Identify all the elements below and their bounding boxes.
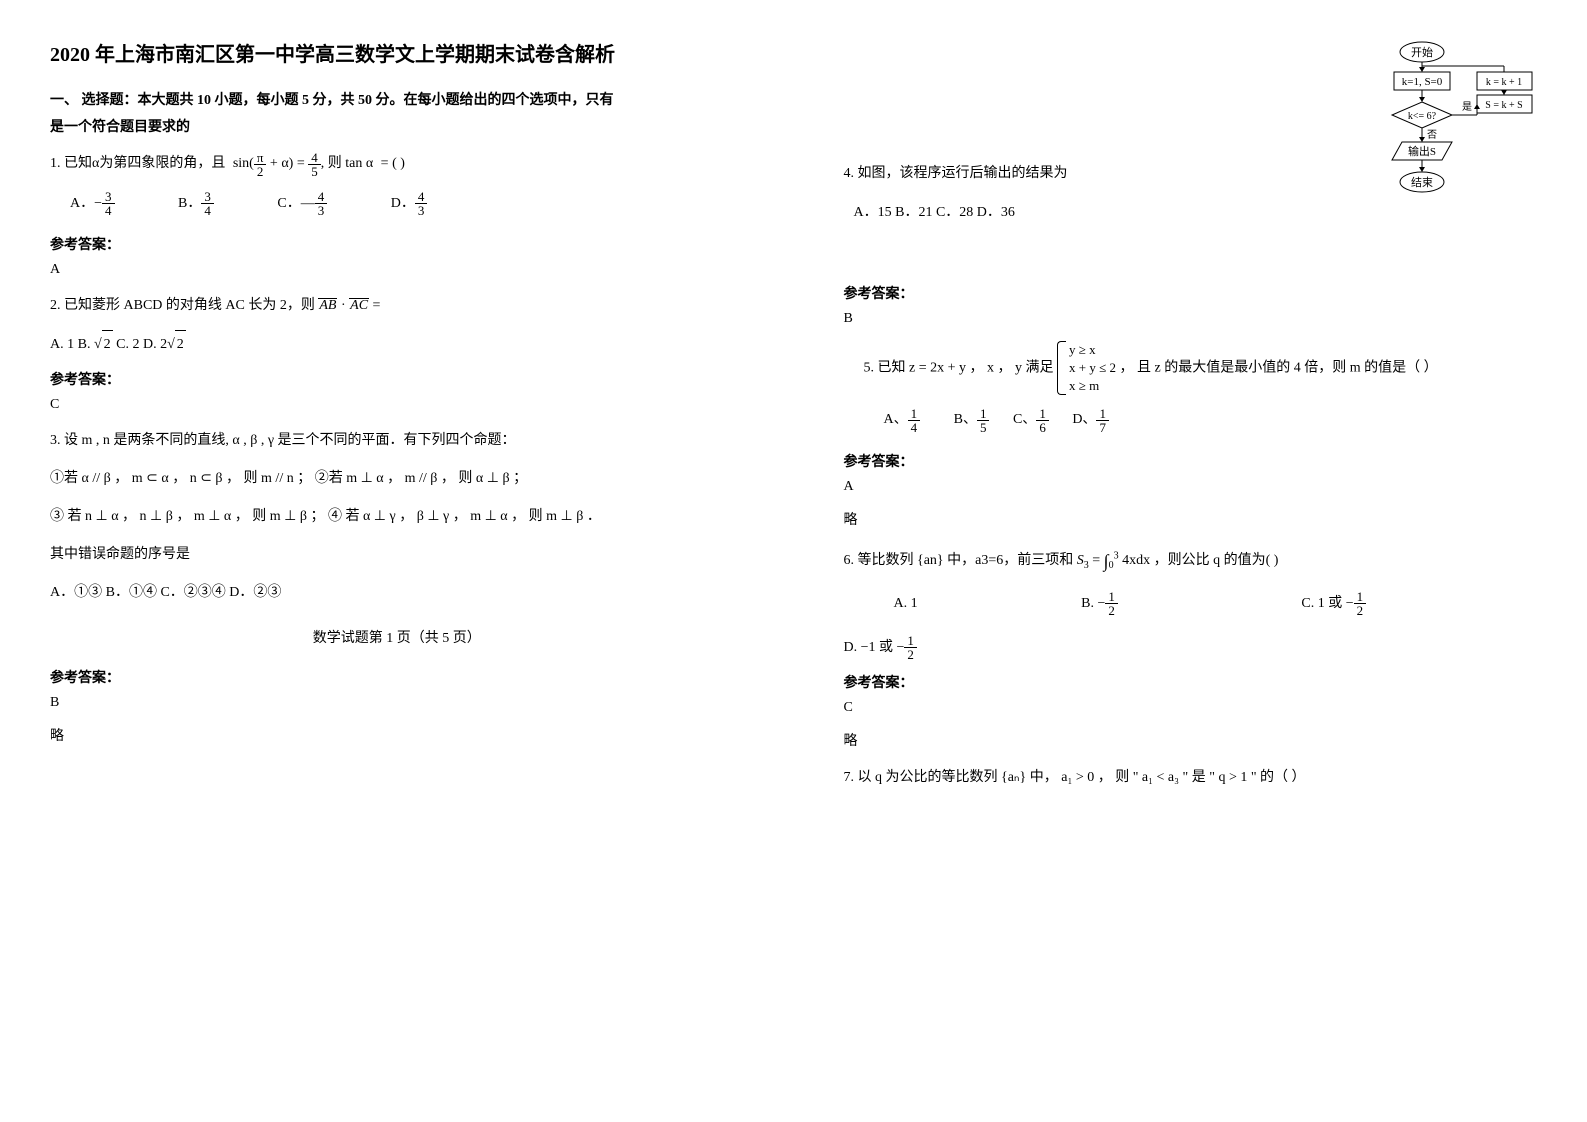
- svg-text:否: 否: [1427, 129, 1437, 141]
- q5-opt-d: D、17: [1072, 405, 1109, 436]
- q5-system: y ≥ x x + y ≤ 2 x ≥ m: [1057, 341, 1116, 396]
- q3-p3: ③ 若 n ⊥ α ， n ⊥ β ， m ⊥ α ， 则 m ⊥ β ； ④ …: [50, 503, 744, 531]
- q5-opt-a: A、14: [884, 405, 921, 436]
- q1-opt-c: C．—43: [277, 189, 327, 220]
- q2-ans-label: 参考答案：: [50, 369, 744, 389]
- section-heading: 一、 选择题：本大题共 10 小题，每小题 5 分，共 50 分。在每小题给出的…: [50, 90, 744, 112]
- q6-ans-label: 参考答案：: [844, 672, 1538, 692]
- q1-options: A．−34 B．34 C．—43 D．43: [70, 189, 744, 220]
- svg-text:k=1, S=0: k=1, S=0: [1402, 76, 1443, 88]
- svg-text:k<= 6?: k<= 6?: [1408, 111, 1437, 122]
- q6-options: A. 1 B. −12 C. 1 或 −12: [894, 589, 1538, 620]
- q2-options: A. 1 B. √2 C. 2 D. 2√2: [50, 330, 744, 359]
- q1-opt-b: B．34: [178, 189, 214, 220]
- q6-opt-a: A. 1: [894, 589, 918, 620]
- flowchart: 开始 k=1, S=0 k<= 6? 是 k = k + 1 S = k + S: [1327, 40, 1537, 205]
- page-title: 2020 年上海市南汇区第一中学高三数学文上学期期末试卷含解析: [50, 40, 744, 70]
- q3-ask: 其中错误命题的序号是: [50, 541, 744, 569]
- question-7: 7. 以 q 为公比的等比数列 {aₙ} 中， a₁ > 0 ， 则 " a₁ …: [844, 764, 1538, 792]
- svg-text:开始: 开始: [1411, 45, 1433, 59]
- q6-note: 略: [844, 730, 1538, 750]
- vec-ab: AB: [318, 298, 337, 313]
- section-subhead: 是一个符合题目要求的: [50, 116, 744, 136]
- q6-opt-d: D. −1 或 −12: [844, 634, 1538, 662]
- q1-opt-d: D．43: [391, 189, 428, 220]
- svg-text:k = k + 1: k = k + 1: [1486, 77, 1522, 88]
- q1-tail: = ( ): [381, 157, 405, 172]
- q6-opt-c: C. 1 或 −12: [1301, 589, 1366, 620]
- q3-options: A．①③ B．①④ C．②③④ D．②③: [50, 579, 744, 607]
- svg-text:结束: 结束: [1411, 176, 1433, 189]
- svg-text:输出S: 输出S: [1408, 144, 1436, 158]
- q5-options: A、14 B、15 C、16 D、17: [884, 405, 1538, 436]
- q4-ans: B: [844, 311, 1538, 327]
- page-footer: 数学试题第 1 页（共 5 页）: [50, 627, 744, 647]
- question-2: 2. 已知菱形 ABCD 的对角线 AC 长为 2，则 AB · AC =: [50, 292, 744, 320]
- svg-text:S = k + S: S = k + S: [1485, 100, 1522, 111]
- q4-ans-label: 参考答案：: [844, 283, 1538, 303]
- q5-opt-c: C、16: [1013, 405, 1049, 436]
- svg-text:是: 是: [1462, 101, 1472, 113]
- q5-opt-b: B、15: [954, 405, 990, 436]
- flowchart-svg: 开始 k=1, S=0 k<= 6? 是 k = k + 1 S = k + S: [1327, 40, 1537, 205]
- left-column: 2020 年上海市南汇区第一中学高三数学文上学期期末试卷含解析 一、 选择题：本…: [0, 0, 794, 1122]
- question-1: 1. 已知α为第四象限的角，且 sin(π2 + α) = 45, 则 tan …: [50, 150, 744, 178]
- vec-ac: AC: [349, 298, 369, 313]
- q5-ans: A: [844, 479, 1538, 495]
- q5-note: 略: [844, 509, 1538, 529]
- question-6: 6. 等比数列 {an} 中，a3=6，前三项和 S3 = ∫03 4xdx ，…: [844, 543, 1538, 579]
- q1-ans-label: 参考答案：: [50, 234, 744, 254]
- right-column: 开始 k=1, S=0 k<= 6? 是 k = k + 1 S = k + S: [794, 0, 1587, 1122]
- q5-ans-label: 参考答案：: [844, 451, 1538, 471]
- q3-ans: B: [50, 695, 744, 711]
- q3-p1: ①若 α // β ， m ⊂ α ， n ⊂ β ， 则 m // n ； ②…: [50, 465, 744, 493]
- q6-ans: C: [844, 700, 1538, 716]
- q3-ans-label: 参考答案：: [50, 667, 744, 687]
- q1-formula: sin(π2 + α) = 45, 则 tan α: [233, 150, 373, 178]
- q1-ans: A: [50, 262, 744, 278]
- q1-opt-a: A．−34: [70, 189, 115, 220]
- q6-opt-b: B. −12: [1081, 589, 1118, 620]
- question-3: 3. 设 m , n 是两条不同的直线, α , β , γ 是三个不同的平面．…: [50, 427, 744, 455]
- q2-ans: C: [50, 397, 744, 413]
- q1-pre: 1. 已知α为第四象限的角，且: [50, 157, 225, 172]
- question-5: 5. 已知 z = 2x + y ， x ， y 满足 y ≥ x x + y …: [864, 341, 1538, 396]
- q3-note: 略: [50, 725, 744, 745]
